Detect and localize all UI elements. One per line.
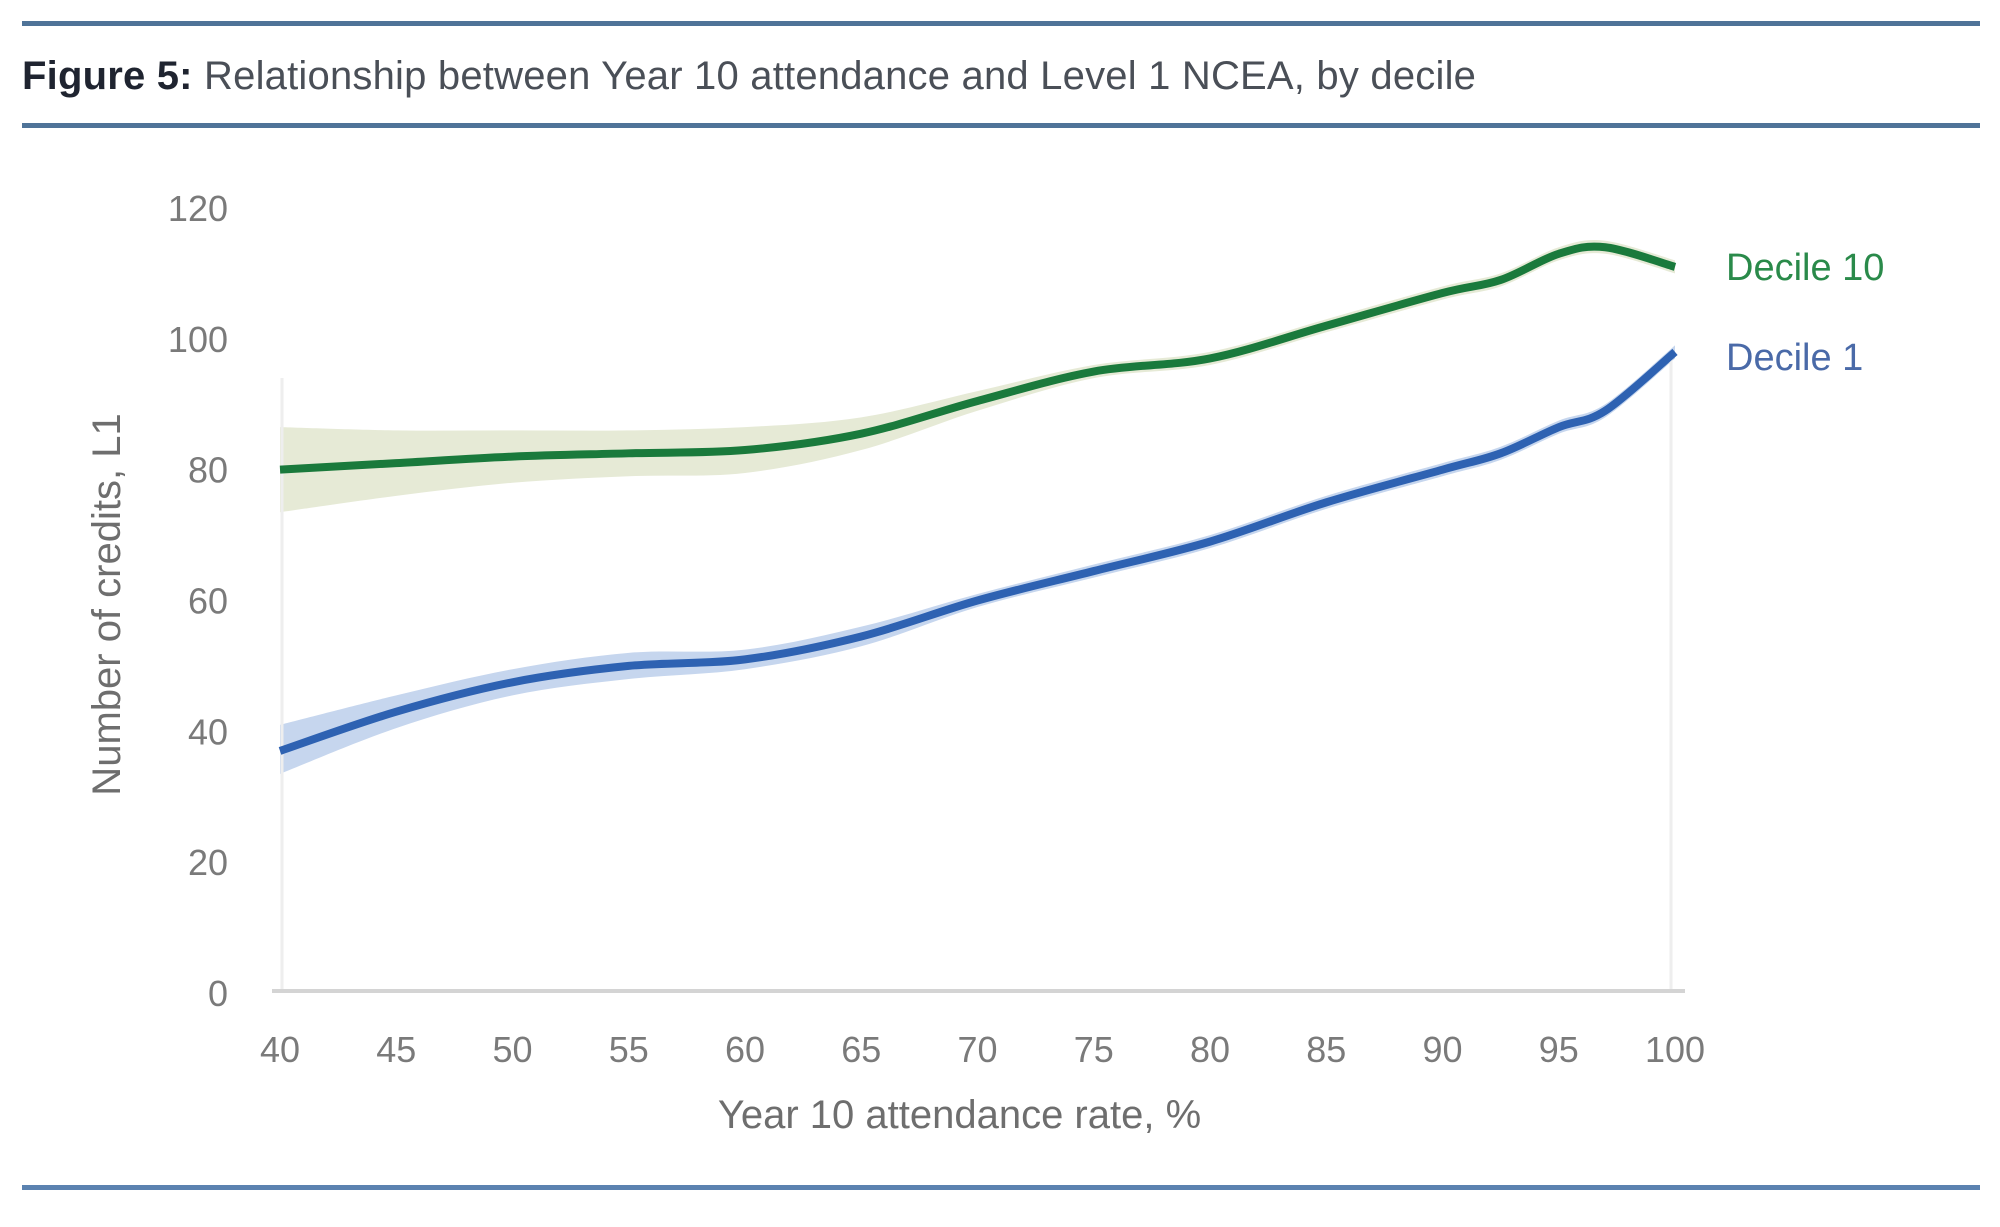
series-line-decile-10 [279,242,1677,474]
x-axis-ticks: 40 45 50 55 60 65 70 75 80 85 90 95 100 [260,1029,1705,1070]
x-tick-label: 70 [957,1029,997,1070]
confidence-bands [280,240,1675,774]
x-tick-label: 90 [1422,1029,1462,1070]
x-tick-label: 95 [1539,1029,1579,1070]
top-rule [22,21,1980,26]
series-label-decile-1: Decile 1 [1726,337,1863,379]
x-tick-label: 40 [260,1029,300,1070]
y-tick-label: 40 [188,711,228,752]
y-axis-ticks: 0 20 40 60 80 100 120 [168,188,228,1014]
y-tick-label: 60 [188,581,228,622]
y-tick-label: 0 [208,973,228,1014]
figure-title-text: Relationship between Year 10 attendance … [204,54,1477,98]
y-tick-label: 120 [168,188,228,229]
title-rule [22,123,1980,128]
series-line-decile-1 [278,348,1678,755]
y-tick-label: 100 [168,319,228,360]
series-lines [278,242,1678,755]
x-tick-label: 65 [841,1029,881,1070]
y-axis-label: Number of credits, L1 [85,413,129,795]
y-tick-label: 20 [188,842,228,883]
x-tick-label: 75 [1074,1029,1114,1070]
x-tick-label: 55 [609,1029,649,1070]
x-tick-label: 80 [1190,1029,1230,1070]
figure-title: Figure 5: Relationship between Year 10 a… [22,54,1476,99]
series-label-decile-10: Decile 10 [1726,247,1884,289]
bottom-rule [22,1185,1980,1190]
x-tick-label: 85 [1306,1029,1346,1070]
confidence-band-decile-10 [280,240,1675,513]
figure-number: Figure 5: [22,54,193,98]
x-tick-label: 100 [1645,1029,1705,1070]
x-tick-label: 60 [725,1029,765,1070]
x-tick-label: 45 [376,1029,416,1070]
x-tick-label: 50 [492,1029,532,1070]
x-axis-label: Year 10 attendance rate, % [718,1093,1201,1137]
y-tick-label: 80 [188,450,228,491]
